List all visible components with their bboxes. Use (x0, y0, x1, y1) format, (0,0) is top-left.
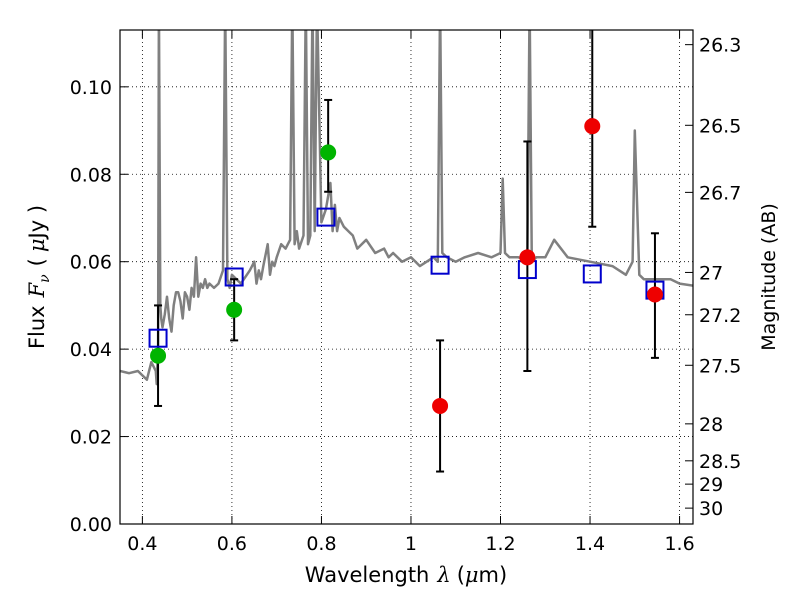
y2-tick-label: 26.5 (699, 115, 741, 137)
y2-tick-label: 30 (699, 498, 723, 520)
x-tick-label: 1.2 (485, 533, 515, 555)
observed-point (227, 302, 242, 317)
chart: 0.4 0.6 0.8 1 1.2 1.4 1.6 0.00 0.02 0.04 0.06 0.08… (0, 0, 800, 600)
y2-tick-label: 27.2 (699, 305, 741, 327)
y2-tick-label: 29 (699, 474, 723, 496)
x-tick-label: 1.6 (664, 533, 694, 555)
y-tick-label: 0.02 (70, 427, 112, 449)
x-tick-label: 0.6 (217, 533, 247, 555)
y2-tick-label: 28.5 (699, 451, 741, 473)
y2-tick-label: 27 (699, 262, 723, 284)
observed-point (151, 348, 166, 363)
y-axis-ticks: 0.00 0.02 0.04 0.06 0.08 0.10 (70, 77, 128, 536)
y2-tick-label: 26.3 (699, 35, 741, 57)
x-axis-label-mu: μ (465, 563, 479, 587)
y2-tick-label: 27.5 (699, 355, 741, 377)
y-axis-label: Flux Fν ( μJy ) (25, 205, 53, 349)
y2-tick-label: 28 (699, 414, 723, 436)
y-axis-label-unit: Jy ) (25, 205, 49, 241)
y-axis-label-symbol: F (25, 281, 49, 298)
y2-tick-label: 26.7 (699, 182, 741, 204)
y-tick-label: 0.00 (70, 514, 112, 536)
observed-point (647, 287, 662, 302)
x-tick-label: 0.4 (127, 533, 157, 555)
y-axis-label-sub: ν (37, 274, 53, 283)
y-tick-label: 0.04 (70, 339, 112, 361)
x-axis-label-open: ( (457, 563, 465, 587)
y-axis-label-mu: μ (25, 238, 49, 252)
y-tick-label: 0.06 (70, 252, 112, 274)
y2-axis-label: Magnitude (AB) (758, 203, 780, 351)
observed-point (520, 250, 535, 265)
plot-background (120, 30, 693, 524)
observed-point (585, 119, 600, 134)
x-tick-label: 1 (405, 533, 417, 555)
x-tick-label: 0.8 (306, 533, 336, 555)
y-tick-label: 0.08 (70, 164, 112, 186)
x-axis-label-text: Wavelength (305, 563, 430, 587)
x-axis-label-unit: m) (479, 563, 508, 587)
x-axis-label: Wavelength λ (μm) (305, 563, 507, 587)
observed-point (321, 145, 336, 160)
y-axis-label-text: Flux (25, 305, 49, 349)
y-tick-label: 0.10 (70, 77, 112, 99)
observed-point (433, 398, 448, 413)
x-axis-label-symbol: λ (436, 563, 450, 587)
y-axis-label-open: ( (25, 258, 49, 266)
x-tick-label: 1.4 (575, 533, 605, 555)
